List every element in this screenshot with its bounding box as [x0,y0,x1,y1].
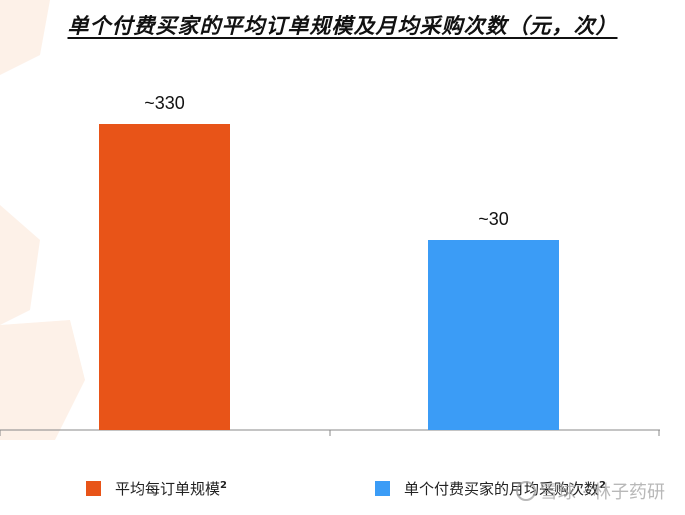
snowball-logo-icon [515,481,536,501]
bar-1 [99,124,230,430]
background-hexagon [0,320,85,440]
bar-value-label: ~330 [144,93,185,113]
bar-value-label: ~30 [478,209,509,229]
bar-2 [428,240,559,430]
legend-label: 平均每订单规模2 [115,480,227,498]
background-hexagon [0,0,50,75]
watermark: 雪球 · 林子药研 [515,478,665,504]
legend-swatch-blue [375,481,390,496]
legend-label: 单个付费买家的月均采购次数2 [404,480,606,498]
watermark-text: 雪球 · 林子药研 [539,482,665,503]
chart-title: 单个付费买家的平均订单规模及月均采购次数（元，次） [67,13,618,38]
background-hexagon [0,205,40,325]
legend-item-order-size: 平均每订单规模2 [86,478,227,499]
legend-item-purchase-frequency: 单个付费买家的月均采购次数2 [375,478,606,499]
legend-swatch-orange [86,481,101,496]
